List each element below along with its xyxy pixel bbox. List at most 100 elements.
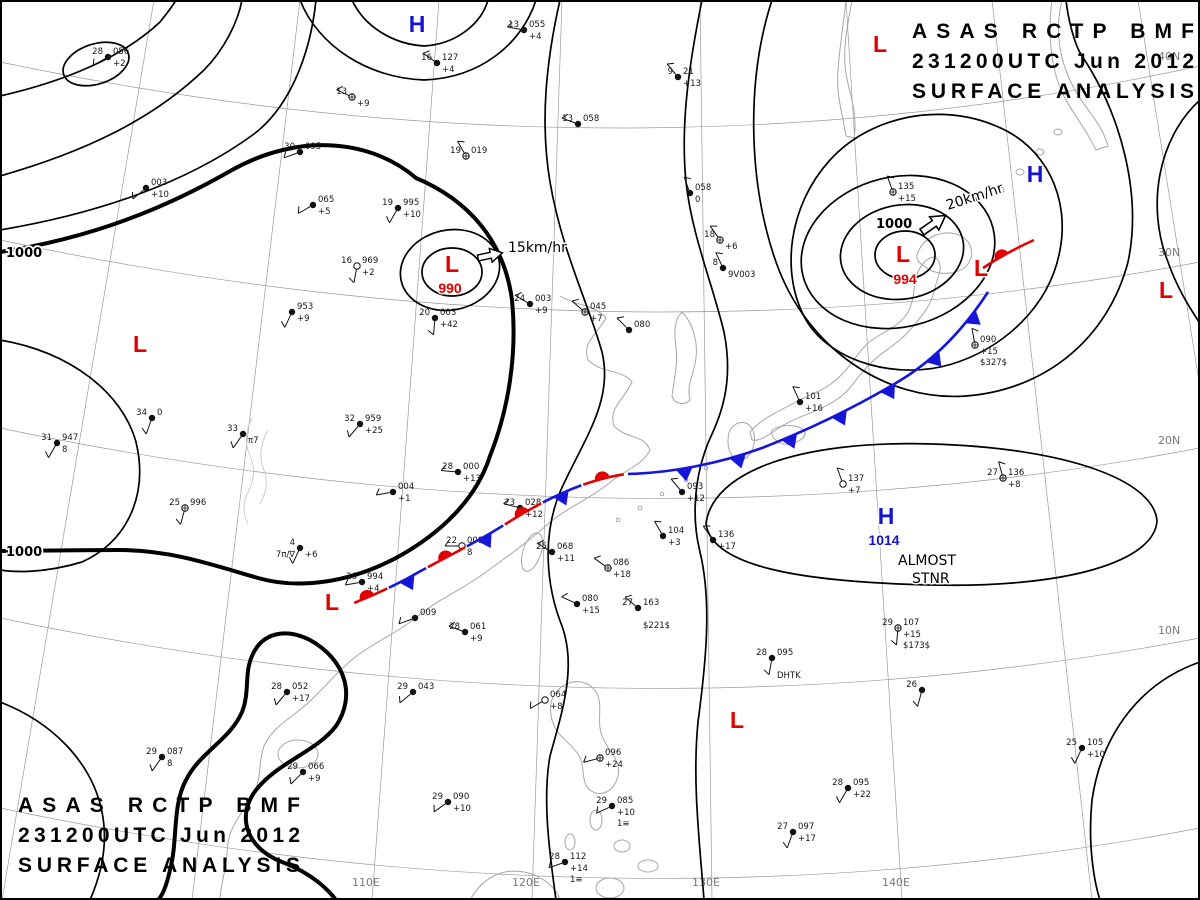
wind-barb-icon <box>503 503 518 508</box>
warm-front-semicircle-icon <box>359 589 375 601</box>
title-line3-bottom: SURFACE ANALYSIS <box>18 854 301 877</box>
station-tendency: +10 <box>403 210 421 220</box>
wind-barb-feather-icon <box>448 621 456 627</box>
station-plot: 16 969 +2 <box>341 256 378 284</box>
station-pressure: 135 <box>898 182 914 192</box>
wind-barb-feather-icon <box>715 252 723 255</box>
station-plot: 34 0 <box>136 408 162 435</box>
station-pressure: 097 <box>798 822 814 832</box>
wind-barb-icon <box>232 436 242 449</box>
station-tendency: +14 <box>570 864 588 874</box>
meridian-150e <box>991 0 1093 900</box>
wind-barb-icon <box>336 89 350 97</box>
stationary-front-segment <box>353 587 388 605</box>
isobar-low994-ring2 <box>839 203 965 301</box>
title-line3-top: SURFACE ANALYSIS <box>912 80 1195 103</box>
station-symbol-icon <box>239 430 247 438</box>
coastline-layer <box>219 0 1109 900</box>
wind-barb-icon <box>561 596 575 604</box>
station-tendency: 8 <box>167 759 172 769</box>
low-pressure-center: L <box>1159 277 1173 303</box>
wind-barb-feather-icon <box>593 555 601 559</box>
station-temperature: 29 <box>397 682 408 692</box>
station-temperature: 28 <box>449 622 460 632</box>
wind-barb-icon <box>583 758 598 763</box>
station-tendency: +8 <box>550 702 563 712</box>
wind-barb-icon <box>683 176 690 191</box>
title-line1-top: ASAS RCTP BMF <box>912 20 1195 43</box>
station-extra-code: DHTK <box>777 671 801 681</box>
wind-barb-icon <box>151 759 161 772</box>
station-tendency: π7 <box>248 436 259 446</box>
station-pressure: 066 <box>308 762 324 772</box>
station-symbol-icon <box>596 754 604 762</box>
station-plot: 065+5 <box>297 195 334 217</box>
wind-barb-feather-icon <box>529 701 532 709</box>
station-temperature: 25 <box>1066 738 1077 748</box>
cold-front-triangle-icon <box>675 467 693 482</box>
station-pressure: 163 <box>643 598 659 608</box>
station-symbol-icon <box>678 488 686 496</box>
station-tendency: +15 <box>582 606 600 616</box>
station-plot: 18 +6 <box>704 225 738 252</box>
station-temperature: 28 <box>271 682 282 692</box>
station-plot: 137+7 <box>836 467 864 496</box>
station-symbol-icon <box>581 308 589 316</box>
station-symbol-icon <box>296 544 304 552</box>
warm-front-semicircle-icon <box>994 249 1009 261</box>
stationary-front-segment <box>582 473 625 486</box>
isobar-1000-bold-main <box>0 143 516 586</box>
station-symbol-icon <box>309 201 317 209</box>
lon-label-110e: 110E <box>352 876 380 889</box>
station-pressure: 028 <box>525 498 541 508</box>
lat-label-40n: 40N <box>1158 50 1180 63</box>
coastline-ryukyu-2 <box>637 505 643 511</box>
wind-barb-icon <box>530 701 543 709</box>
pressure-center-value: 990 <box>438 280 462 296</box>
lon-label-140e: 140E <box>882 876 910 889</box>
wind-barb-feather-icon <box>348 277 355 284</box>
station-cross-icon <box>604 564 612 572</box>
station-tendency: 8 <box>62 445 67 455</box>
station-symbol-icon <box>573 600 581 608</box>
station-extra-code: $173$ <box>903 641 930 651</box>
station-symbol-icon <box>709 536 717 544</box>
wind-barb-feather-icon <box>792 386 800 389</box>
motion-speed-east-label: 20km/hr <box>944 180 1005 213</box>
station-pressure: 052 <box>292 682 308 692</box>
station-symbol-icon <box>768 654 776 662</box>
station-plot: 19 995 +10 <box>382 198 421 223</box>
station-pressure: 080 <box>582 594 598 604</box>
station-cross-icon <box>581 308 589 316</box>
wind-barb-feather-icon <box>398 616 402 624</box>
wind-barb-feather-icon <box>422 50 430 54</box>
isobar-east-china-sea <box>683 0 729 900</box>
station-tendency: +17 <box>292 694 310 704</box>
station-plot: 13 +9 <box>336 85 370 109</box>
station-pressure: 137 <box>848 474 864 484</box>
coastline-korea <box>671 311 697 404</box>
station-temperature: 27 <box>622 598 633 608</box>
wind-barb-icon <box>917 692 922 707</box>
station-plot: 16 127 +4 <box>421 50 458 75</box>
coastline-kamchatka <box>1049 0 1109 151</box>
station-symbol-icon <box>894 624 902 632</box>
station-temperature: 26 <box>906 680 917 690</box>
lat-label-10n: 10N <box>1158 624 1180 637</box>
station-tendency: +13 <box>683 79 701 89</box>
station-plot: 045+7 <box>571 298 606 324</box>
wind-barb-icon <box>290 773 302 785</box>
station-pressure: 045 <box>590 302 606 312</box>
station-temperature: 8 <box>713 258 718 268</box>
isobar-nw-1 <box>0 0 177 97</box>
wind-barb-feather-icon <box>346 430 350 438</box>
wind-barb-icon <box>768 661 772 675</box>
station-symbol-icon <box>548 548 556 556</box>
station-symbol-icon <box>634 604 642 612</box>
title-line2-bottom: 231200UTC Jun 2012 <box>18 824 301 847</box>
station-cross-icon <box>971 341 979 349</box>
station-temperature: 25 <box>536 542 547 552</box>
station-temperature: 27 <box>987 468 998 478</box>
